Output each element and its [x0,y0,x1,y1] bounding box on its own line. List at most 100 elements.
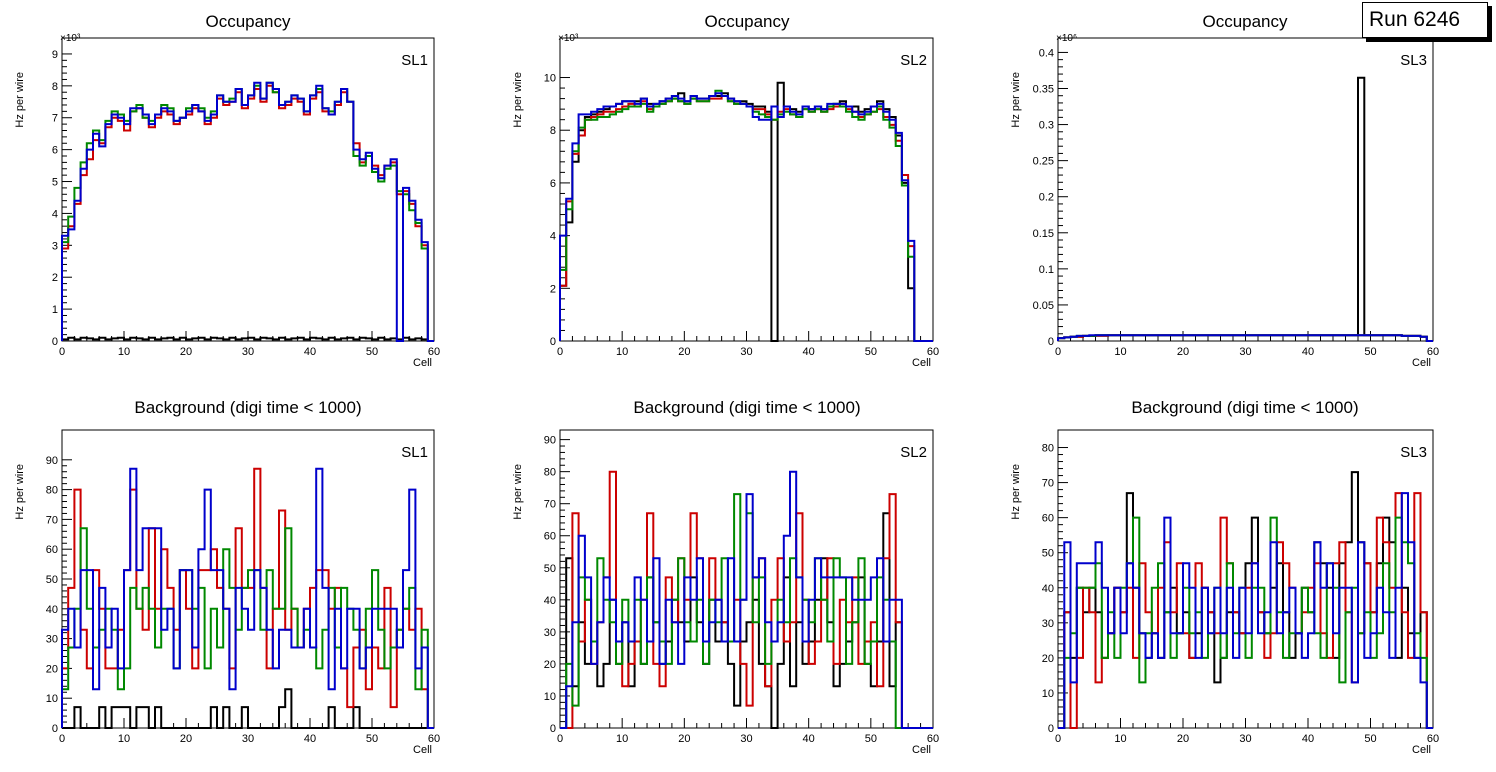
chart-title: Occupancy [205,12,291,31]
axis-exponent-label: ×10³ [558,33,579,44]
x-tick-label: 40 [1302,733,1314,745]
x-tick-label: 60 [927,733,939,745]
chart-title: Occupancy [704,12,790,31]
y-tick-label: 6 [550,178,556,190]
chart-panel-4: Background (digi time < 1000) 0 10 20 30 40 50… [14,398,440,756]
y-tick-label: 0.05 [1033,300,1054,312]
y-tick-label: 30 [46,634,58,646]
chart-title: Background (digi time < 1000) [633,398,860,417]
y-tick-label: 40 [46,604,58,616]
x-tick-label: 40 [803,733,815,745]
x-tick-label: 50 [865,346,877,358]
x-tick-label: 30 [740,733,752,745]
y-tick-label: 4 [52,208,58,220]
y-tick-label: 9 [52,49,58,61]
x-tick-label: 50 [366,346,378,358]
y-tick-label: 80 [1042,443,1054,455]
series-green-histogram [559,89,933,342]
y-tick-label: 30 [1042,618,1054,630]
y-tick-label: 50 [544,563,556,575]
x-tick-label: 10 [118,733,130,745]
x-tick-label: 0 [59,346,65,358]
x-tick-label: 60 [927,346,939,358]
x-tick-label: 10 [616,346,628,358]
x-tick-label: 20 [180,346,192,358]
series-blue-histogram [559,92,933,342]
y-tick-label: 60 [1042,513,1054,525]
y-tick-label: 6 [52,145,58,157]
x-tick-label: 0 [557,346,563,358]
y-tick-label: 1 [52,304,58,316]
y-tick-label: 40 [544,595,556,607]
y-tick-label: 8 [52,81,58,93]
y-tick-label: 0.25 [1033,156,1054,168]
y-tick-label: 10 [544,73,556,85]
layer-label: SL1 [401,444,428,461]
x-tick-label: 50 [1364,733,1376,745]
y-tick-label: 80 [544,467,556,479]
x-axis-label: Cell [912,744,931,756]
x-tick-label: 30 [740,346,752,358]
series-red-histogram [61,84,434,342]
y-tick-label: 2 [550,283,556,295]
plot-frame [1057,37,1434,342]
y-tick-label: 3 [52,240,58,252]
x-tick-label: 10 [118,346,130,358]
x-tick-label: 40 [304,733,316,745]
y-axis-label: Hz per wire [1010,464,1022,520]
x-tick-label: 30 [1239,346,1251,358]
series-blue-histogram [61,467,434,729]
series-blue-histogram [1057,334,1433,342]
series-red-histogram [560,470,933,729]
y-tick-label: 4 [550,231,556,243]
chart-panel-6: Background (digi time < 1000) 0 10 20 30 40 50… [1010,398,1439,756]
y-tick-label: 0.3 [1039,120,1054,132]
x-tick-label: 50 [865,733,877,745]
y-tick-label: 2 [52,272,58,284]
x-tick-label: 50 [366,733,378,745]
x-tick-label: 60 [428,733,440,745]
plot-frame [61,37,435,342]
series-blue-histogram [1058,492,1433,729]
run-number-box: Run 6246 [1362,2,1488,38]
x-axis-label: Cell [413,744,432,756]
y-tick-label: 10 [46,693,58,705]
y-tick-label: 50 [1042,548,1054,560]
y-tick-label: 8 [550,125,556,137]
layer-label: SL1 [401,52,428,69]
y-tick-label: 10 [1042,688,1054,700]
x-axis-label: Cell [1412,357,1431,369]
y-axis-label: Hz per wire [512,464,524,520]
y-axis-label: Hz per wire [14,464,26,520]
x-tick-label: 0 [557,733,563,745]
axis-exponent-label: ×10³ [60,33,81,44]
series-black-histogram [61,336,434,342]
layer-label: SL2 [900,444,927,461]
y-tick-label: 20 [544,659,556,671]
y-tick-label: 90 [544,435,556,447]
chart-title: Occupancy [1202,12,1288,31]
x-tick-label: 60 [1427,346,1439,358]
x-axis-label: Cell [413,357,432,369]
x-axis-label: Cell [1412,744,1431,756]
y-tick-label: 70 [544,499,556,511]
y-tick-label: 90 [46,455,58,467]
x-tick-label: 10 [1114,733,1126,745]
x-tick-label: 20 [180,733,192,745]
series-black-histogram [559,81,933,342]
y-tick-label: 0 [1048,723,1054,735]
series-red-histogram [559,95,933,342]
y-tick-label: 30 [544,627,556,639]
x-tick-label: 20 [1177,733,1189,745]
y-tick-label: 5 [52,177,58,189]
y-tick-label: 0 [52,723,58,735]
x-tick-label: 0 [1055,733,1061,745]
x-tick-label: 40 [803,346,815,358]
y-tick-label: 0 [52,336,58,348]
y-tick-label: 20 [46,663,58,675]
plot-frame [559,37,934,342]
x-tick-label: 60 [1427,733,1439,745]
